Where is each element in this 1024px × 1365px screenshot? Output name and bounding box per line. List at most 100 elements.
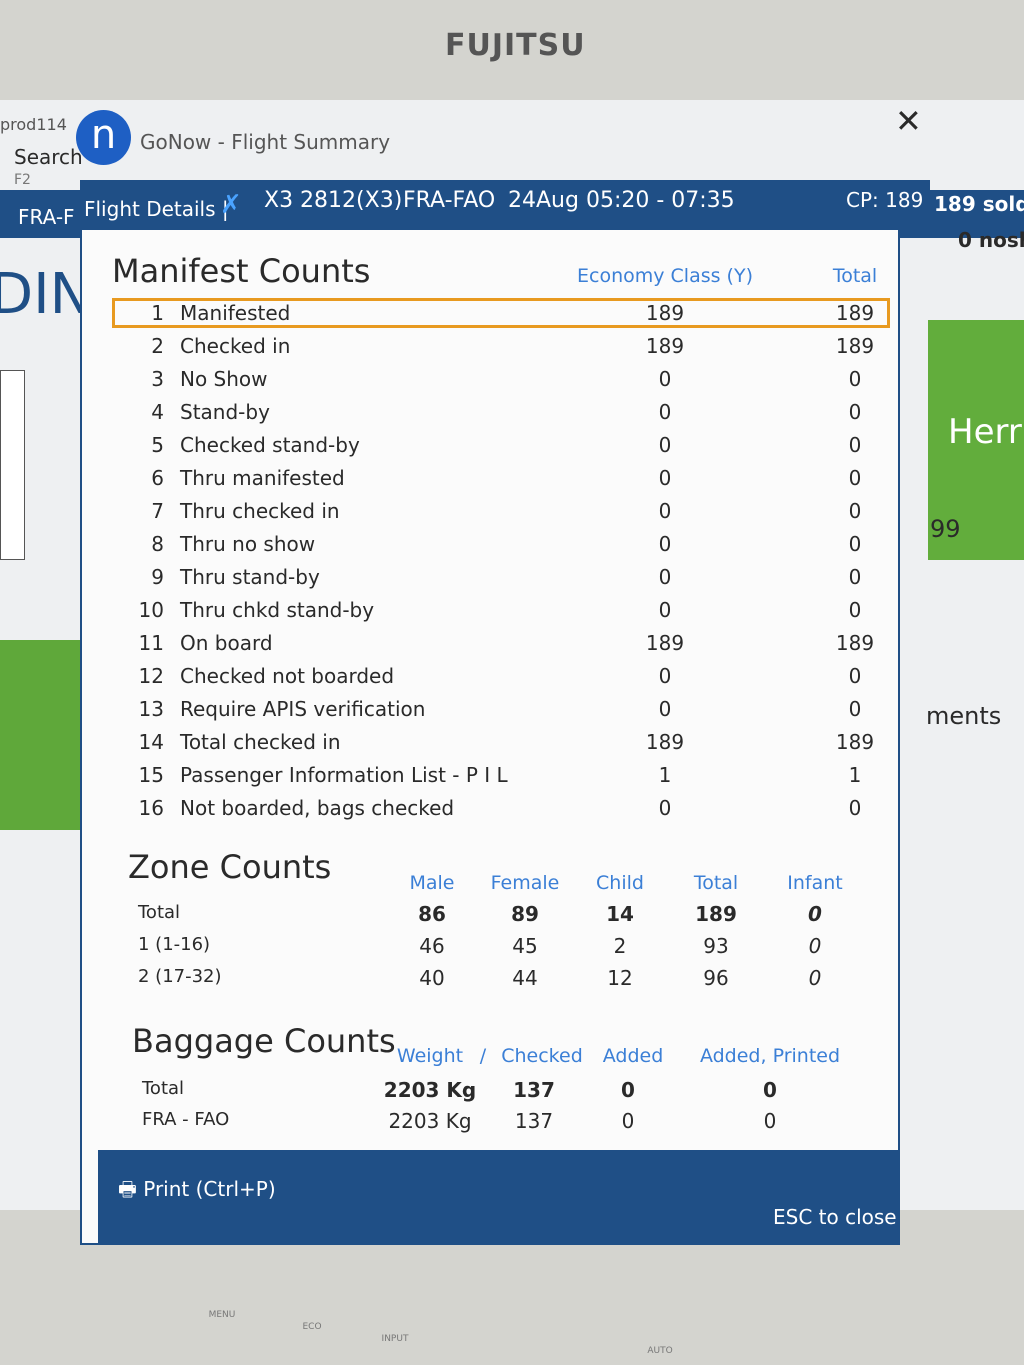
cell: 0 <box>848 796 862 820</box>
cell: 0 <box>658 400 672 424</box>
row-number: 5 <box>151 433 164 457</box>
close-hint[interactable]: ESC to close <box>773 1205 897 1229</box>
section-title: Baggage Counts <box>132 1022 396 1060</box>
cell: 137 <box>514 1109 554 1133</box>
cell: 0 <box>658 466 672 490</box>
row-label: Thru stand-by <box>180 565 320 589</box>
bg-text: 189 sold <box>934 192 1024 216</box>
column-header: Total <box>832 265 878 287</box>
cell: 12 <box>607 966 633 990</box>
row-number: 4 <box>151 400 164 424</box>
cell: 0 <box>658 499 672 523</box>
cell: 189 <box>645 631 685 655</box>
column-header: Male <box>409 872 455 894</box>
cell: 46 <box>419 934 445 958</box>
cell: 189 <box>835 631 875 655</box>
monitor-button[interactable]: MENU <box>208 1310 236 1320</box>
cell: 89 <box>511 902 539 926</box>
row-number: 13 <box>138 697 164 721</box>
row-label: Require APIS verification <box>180 697 426 721</box>
row-label: Total <box>138 902 181 923</box>
row-label: Manifested <box>180 301 291 325</box>
column-header: Infant <box>787 872 843 894</box>
row-label: On board <box>180 631 273 655</box>
cell: 40 <box>419 966 445 990</box>
row-label: Checked not boarded <box>180 664 395 688</box>
cell: 0 <box>848 598 862 622</box>
cell: 0 <box>848 664 862 688</box>
row-number: 15 <box>138 763 164 787</box>
cell: 2 <box>613 934 627 958</box>
cell: 189 <box>835 730 875 754</box>
column-header: Checked <box>501 1045 583 1067</box>
cell: 189 <box>695 902 737 926</box>
cell: 189 <box>835 334 875 358</box>
row-label: FRA - FAO <box>142 1109 230 1130</box>
row-number: 14 <box>138 730 164 754</box>
airline-icon: ✗ <box>220 190 242 220</box>
bg-text: Herr <box>948 412 1022 452</box>
header-route: FRA-FAO <box>403 188 496 213</box>
row-label: Thru manifested <box>180 466 345 490</box>
cell: 86 <box>418 902 446 926</box>
cell: 93 <box>703 934 729 958</box>
row-label: 1 (1-16) <box>138 934 211 955</box>
row-number: 1 <box>151 301 164 325</box>
cell: 14 <box>606 902 634 926</box>
print-button[interactable]: 🖶 Print (Ctrl+P) <box>118 1177 276 1201</box>
cell: 0 <box>848 532 862 556</box>
row-number: 8 <box>151 532 164 556</box>
monitor-buttons: MENU ECO INPUT AUTO <box>0 1290 1024 1365</box>
cell: 0 <box>658 664 672 688</box>
cell: 0 <box>621 1078 635 1102</box>
bg-text: Search <box>14 145 83 169</box>
cell: 1 <box>848 763 862 787</box>
logo: n <box>76 110 131 165</box>
column-header: Added, Printed <box>699 1045 841 1067</box>
row-label: Passenger Information List - P I L <box>180 763 508 787</box>
row-label: Stand-by <box>180 400 270 424</box>
header-flight: X3 2812(X3) <box>264 188 403 213</box>
cell: 0 <box>658 532 672 556</box>
close-button[interactable]: ✕ <box>895 102 922 140</box>
right-green <box>928 320 1024 560</box>
monitor-button[interactable]: INPUT <box>381 1334 409 1344</box>
cell: 0 <box>848 697 862 721</box>
section-title: Manifest Counts <box>112 252 371 290</box>
row-number: 11 <box>138 631 164 655</box>
bg-text: FRA-F <box>18 205 75 229</box>
cell: 0 <box>848 466 862 490</box>
row-label: Thru chkd stand-by <box>180 598 375 622</box>
brand: FUJITSU <box>445 28 586 63</box>
left-green <box>0 640 82 830</box>
cell: 137 <box>513 1078 555 1102</box>
monitor-button[interactable]: ECO <box>302 1322 322 1332</box>
print-label[interactable]: Print (Ctrl+P) <box>143 1177 276 1201</box>
cell: 189 <box>645 334 685 358</box>
cell: 96 <box>703 966 729 990</box>
row-number: 10 <box>138 598 164 622</box>
row-label: Checked in <box>180 334 291 358</box>
cell: 189 <box>645 301 685 325</box>
cell: 0 <box>848 499 862 523</box>
row-number: 7 <box>151 499 164 523</box>
dialog-footer <box>98 1150 898 1245</box>
bg-text: prod114 <box>0 115 67 134</box>
cell: 0 <box>658 565 672 589</box>
cell: 0 <box>808 966 822 990</box>
column-header: Female <box>490 872 560 894</box>
cell: 0 <box>621 1109 635 1133</box>
cell: 0 <box>808 902 822 926</box>
row-label: Not boarded, bags checked <box>180 796 455 820</box>
cell: 45 <box>512 934 538 958</box>
bg-text: DIN <box>0 262 92 327</box>
left-box <box>0 370 25 560</box>
cell: 0 <box>658 697 672 721</box>
cell: 189 <box>645 730 685 754</box>
monitor-button[interactable]: AUTO <box>647 1346 673 1356</box>
cell: 0 <box>658 796 672 820</box>
header-date: 24Aug 05:20 - 07:35 <box>508 188 735 213</box>
